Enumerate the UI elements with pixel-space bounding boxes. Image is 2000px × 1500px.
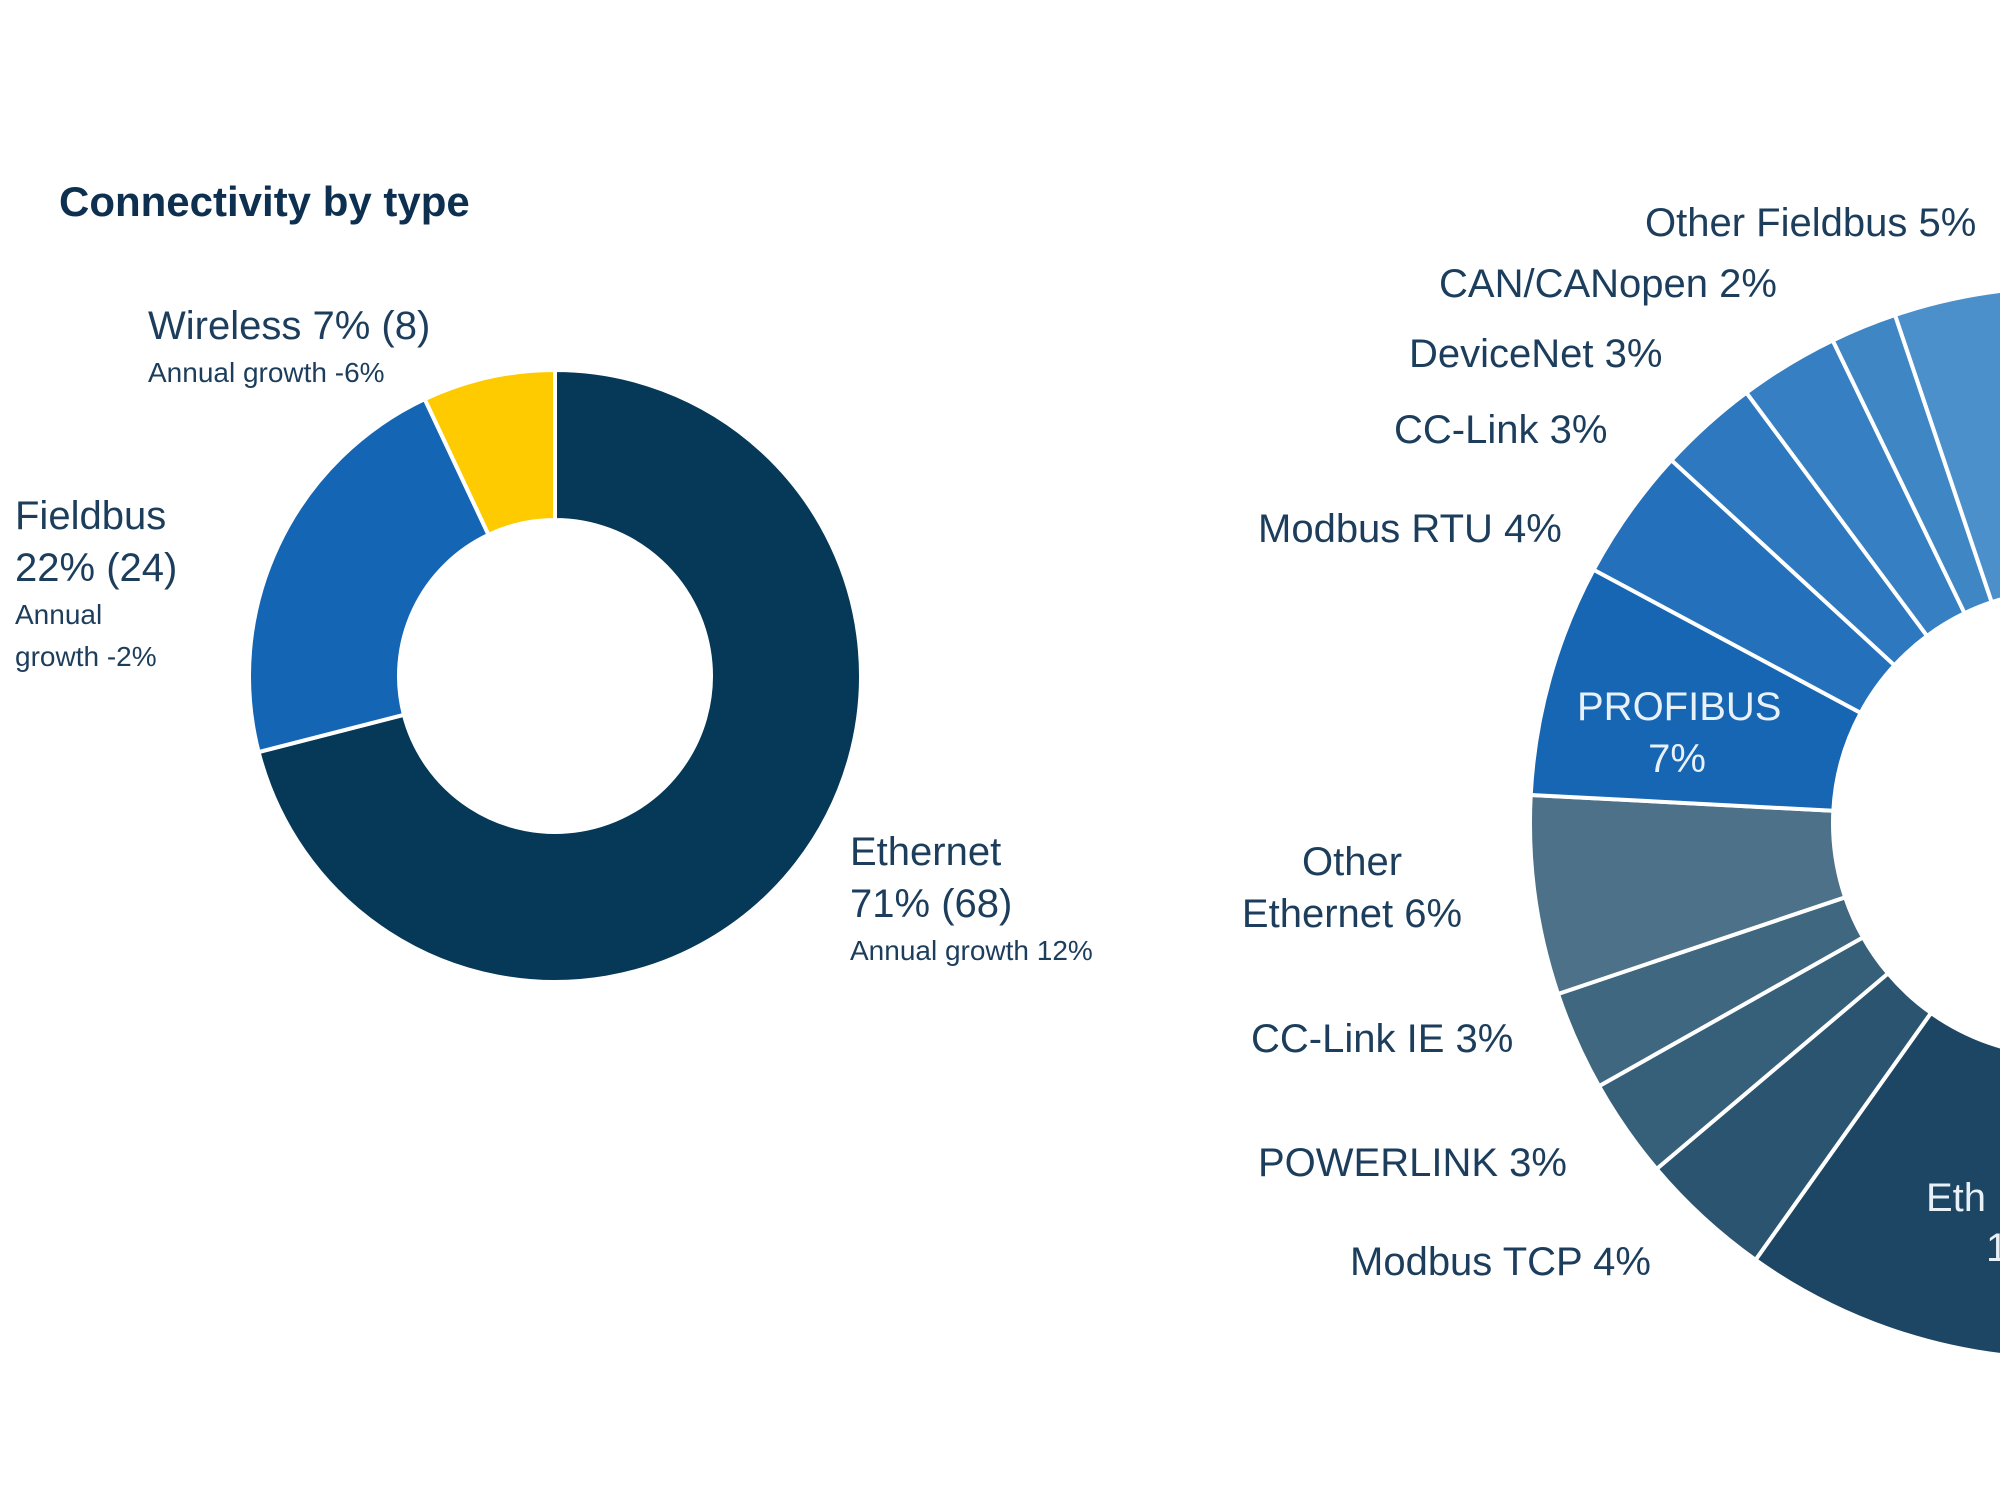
partial-label: Eth	[1926, 1176, 1987, 1220]
segment-label: Fieldbus 22% (24) Annual growth -2%	[15, 490, 215, 678]
growth-label: Annual growth -2%	[15, 599, 157, 672]
donut-segment	[422, 367, 557, 538]
segment-label: Other Ethernet 6%	[1222, 836, 1482, 940]
value-label: 7%	[1648, 737, 1706, 781]
growth-label: Annual growth -6%	[148, 357, 385, 388]
category-label: DeviceNet	[1409, 332, 1594, 376]
category-label: Other Fieldbus	[1645, 201, 1908, 245]
value-label: 6%	[1404, 892, 1463, 936]
donut-segment	[247, 396, 492, 755]
segment-label: CC-Link IE 3%	[1251, 1013, 1513, 1065]
partial-segment	[1752, 1010, 2000, 1357]
value-label: 4%	[1593, 1240, 1651, 1284]
segment-label: POWERLINK 3%	[1258, 1137, 1567, 1189]
category-label: Other Ethernet	[1241, 840, 1403, 936]
segment-label: Ethernet 71% (68) Annual growth 12%	[850, 826, 1093, 972]
segment-label: PROFIBUS 7%	[1577, 681, 1781, 785]
count-label: (8)	[381, 304, 431, 348]
category-label: PROFIBUS	[1577, 685, 1782, 729]
segment-label: Other Fieldbus 5%	[1645, 197, 1976, 249]
segment-label: Wireless 7% (8) Annual growth -6%	[148, 300, 430, 394]
category-label: Fieldbus	[15, 494, 167, 538]
value-label: 3%	[1604, 332, 1663, 376]
count-label: (68)	[941, 882, 1013, 926]
category-label: POWERLINK	[1258, 1141, 1499, 1185]
value-label: 3%	[1509, 1141, 1567, 1185]
value-label: 71%	[850, 882, 931, 926]
value-label: 3%	[1455, 1017, 1514, 1061]
segment-label: CAN/CANopen 2%	[1439, 258, 1777, 310]
category-label: CAN/CANopen	[1439, 262, 1709, 306]
category-label: Ethernet	[850, 830, 1002, 874]
segment-label: DeviceNet 3%	[1409, 328, 1662, 380]
category-label: CC-Link IE	[1251, 1017, 1445, 1061]
segment-label: Modbus TCP 4%	[1350, 1236, 1651, 1288]
growth-label: Annual growth 12%	[850, 935, 1093, 966]
value-label: 22%	[15, 546, 96, 590]
value-label: 2%	[1719, 262, 1777, 306]
segment-label: CC-Link 3%	[1394, 404, 1607, 456]
donut-segment	[256, 367, 863, 984]
segment-label: Modbus RTU 4%	[1258, 503, 1562, 555]
value-label: 3%	[1549, 408, 1608, 452]
count-label: (24)	[106, 546, 178, 590]
category-label: Modbus TCP	[1350, 1240, 1582, 1284]
partial-label: 1	[1986, 1226, 2000, 1270]
chart-title: Connectivity by type	[59, 178, 470, 225]
value-label: 7%	[312, 304, 371, 348]
value-label: 4%	[1504, 507, 1562, 551]
category-label: Wireless	[148, 304, 302, 348]
category-label: CC-Link	[1394, 408, 1539, 452]
category-label: Modbus RTU	[1258, 507, 1493, 551]
donut-segment	[1892, 289, 2000, 605]
value-label: 5%	[1918, 201, 1977, 245]
